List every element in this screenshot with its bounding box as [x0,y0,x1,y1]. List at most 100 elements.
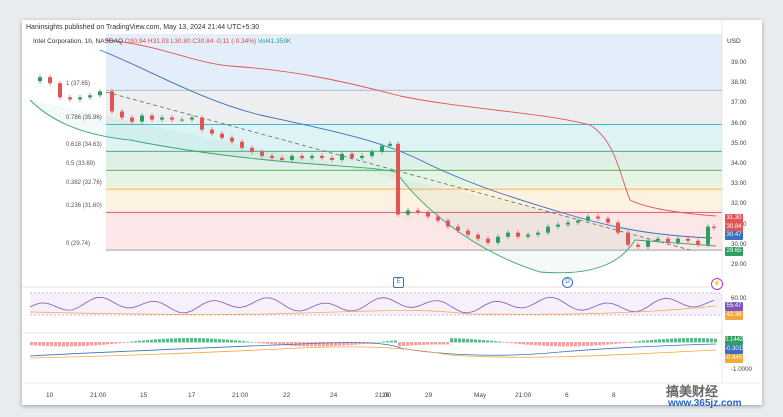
candle-body [340,153,344,160]
candle-body [506,232,510,237]
candle-body [388,143,392,146]
volume-value: Vol41.359K [258,38,292,45]
time-label-4: 21:00 [232,392,249,399]
macd-bar [422,342,425,345]
macd-bar [90,342,93,346]
candle-body [426,212,430,217]
macd-bar [374,342,377,343]
macd-bar [646,340,649,343]
signal-badge: -0.4457 [725,354,746,363]
macd-bar [86,342,89,346]
time-label-10: May [474,392,487,399]
candle-body [406,210,410,215]
macd-bar [606,342,609,345]
candle-body [240,141,244,148]
macd-bar [42,342,45,346]
macd-bar [170,338,173,343]
candle-body [416,210,420,213]
macd-tick: -1.0000 [731,366,752,373]
macd-bar [342,342,345,346]
macd-bar [578,342,581,347]
macd-bar [174,338,177,343]
macd-bar [518,342,521,344]
currency-label[interactable]: USD [727,38,741,45]
macd-bar [326,342,329,347]
price-tick-6: 33.00 [731,180,747,188]
macd-bar [186,338,189,343]
fib-label-5: 0.236 (31.60) [66,203,102,210]
candle-body [616,222,620,233]
time-label-8: 26 [382,392,390,399]
time-label-7: 21:00 [375,392,392,399]
price-tick-10: 29.00 [731,261,747,268]
macd-bar [482,340,485,343]
symbol-legend[interactable]: Intel Corporation, 1h, NASDAQ O30.94 H31… [33,38,291,45]
macd-bar [634,341,637,343]
macd-bar [686,338,689,343]
macd-bar [262,342,265,344]
macd-bar [230,339,233,343]
macd-bar [110,342,113,345]
price-tick-5: 34.00 [731,160,747,167]
macd-bar [330,342,333,347]
macd-bar [354,342,357,345]
candle-body [180,119,184,121]
macd-bar [202,338,205,343]
macd-bar [434,342,437,345]
macd-bar [334,342,337,347]
candle-body [696,240,700,245]
macd-bar [562,342,565,347]
macd-bar [194,338,197,343]
candle-body [130,117,134,122]
macd-line [29,342,717,357]
macd-bar [154,339,157,343]
macd-bar [318,342,321,347]
macd-bar [590,342,593,346]
macd-bar [350,342,353,345]
candle-body [290,155,294,160]
lightning-icon[interactable]: ⚡ [711,278,723,290]
candle-body [516,232,520,237]
macd-bar [514,342,517,344]
macd-bar [466,338,469,343]
fib-zone-5 [106,187,722,210]
macd-bar [494,341,497,343]
macd-bar [662,339,665,343]
rsi-band [30,293,722,315]
macd-bar [182,338,185,343]
macd-bar [114,342,117,344]
macd-bar [714,338,717,343]
macd-bar [74,342,77,347]
earnings-marker-icon[interactable]: E [393,277,404,288]
fib-label-1: 0.786 (35.96) [66,115,102,122]
candle-body [496,236,500,243]
candle-body [350,153,354,158]
macd-bar [462,338,465,343]
candle-body [566,222,570,225]
macd-bar [270,342,273,345]
macd-bar [386,341,389,343]
macd-bar [566,342,569,347]
macd-bar [598,342,601,346]
macd-bar [398,342,401,347]
macd-bar [542,342,545,346]
time-label-5: 22 [283,392,291,399]
macd-bar [198,338,201,343]
macd-bar [142,340,145,343]
macd-bar [370,342,373,344]
candle-body [656,238,660,241]
price-tick-9: 30.00 [731,240,747,248]
candle-body [160,117,164,120]
candle-body [526,234,530,237]
macd-bar [146,340,149,343]
candle-body [280,157,284,160]
macd-bar [410,342,413,346]
rsi-ma-badge: 42.38 [725,311,743,320]
macd-bar [82,342,85,347]
dividend-marker-icon[interactable]: D [562,277,573,288]
macd-bar [666,338,669,343]
macd-bar [126,341,129,343]
macd-bar [418,342,421,346]
rsi-tick-60: 60.00 [731,295,747,302]
